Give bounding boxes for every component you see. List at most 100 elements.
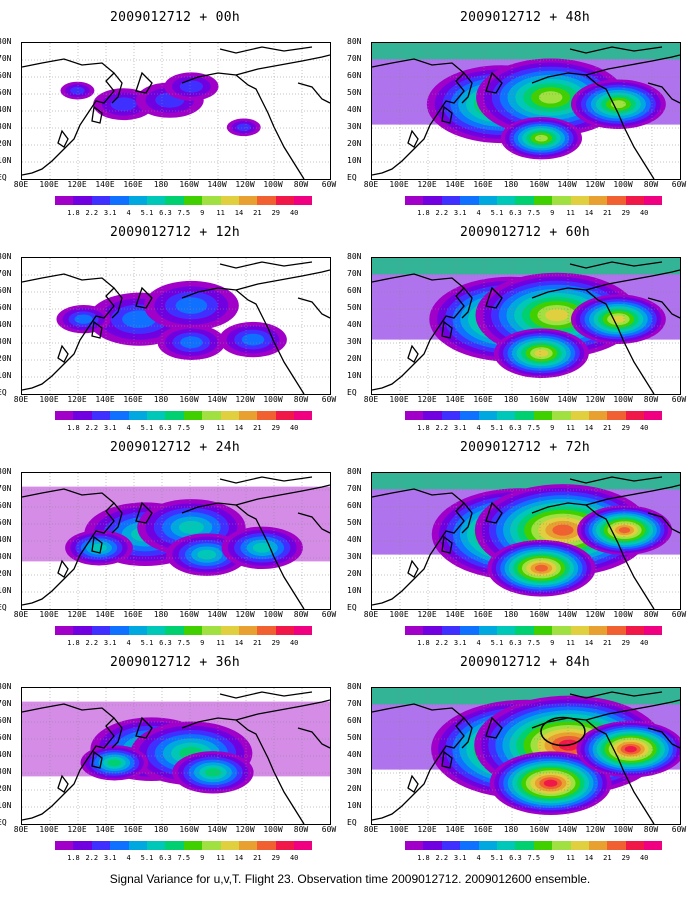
colorbar-label: 6.3: [509, 639, 522, 647]
coastline: [111, 502, 123, 534]
map-frame: [21, 687, 331, 825]
colorbar-swatch: [294, 196, 313, 205]
colorbar: [405, 841, 663, 850]
map-panel: 2009012712 + 12h 80N 70N 60N 50N 40N 30N 20N 10N…: [0, 215, 350, 437]
lon-label: 60W: [671, 395, 687, 404]
map-frame: [21, 42, 331, 180]
lon-label: 120W: [585, 180, 605, 189]
lon-label: 160E: [123, 825, 143, 834]
lon-label: 60W: [321, 395, 337, 404]
variance-map: [372, 43, 680, 179]
colorbar-label: 29: [271, 209, 281, 217]
colorbar-swatch: [552, 411, 571, 420]
colorbar-label: 21: [603, 854, 612, 862]
lat-label: EQ: [0, 388, 7, 397]
colorbar-label: 14: [584, 424, 594, 432]
lon-label: 120W: [235, 180, 255, 189]
lat-label: 10N: [0, 371, 12, 380]
lon-label: 140E: [445, 610, 465, 619]
lon-label: 140E: [445, 395, 465, 404]
colorbar-swatch: [110, 411, 129, 420]
lon-label: 140W: [207, 825, 227, 834]
lon-label: 160W: [529, 825, 549, 834]
figure-caption: Signal Variance for u,v,T. Flight 23. Ob…: [109, 872, 591, 886]
colorbar-swatch: [496, 196, 516, 205]
lon-label: 160E: [123, 610, 143, 619]
variance-contour: [618, 527, 631, 534]
map-panel: 2009012712 + 84h 80N 70N 60N 50N 40N 30N 20N 10N…: [347, 645, 700, 867]
colorbar-label: 21: [253, 209, 262, 217]
coastline: [461, 287, 473, 319]
colorbar-label: 14: [584, 209, 594, 217]
lon-label: 180: [153, 825, 169, 834]
colorbar-swatch: [294, 411, 313, 420]
colorbar-swatch: [238, 841, 258, 850]
colorbar-label: 11: [216, 854, 225, 862]
colorbar-label: 14: [584, 854, 594, 862]
colorbar-swatch: [55, 196, 74, 205]
coastline: [57, 559, 69, 578]
lat-label: 80N: [0, 682, 12, 691]
colorbar: [55, 411, 313, 420]
map-frame: [21, 257, 331, 395]
colorbar-label: 1.8: [417, 854, 430, 862]
panel-title: 2009012712 + 72h: [459, 440, 591, 455]
colorbar-swatch: [257, 841, 276, 850]
variance-contour: [236, 123, 252, 132]
coastline: [585, 484, 680, 506]
colorbar-label: 21: [603, 424, 612, 432]
lon-label: 120E: [417, 395, 437, 404]
lat-label: 40N: [347, 105, 362, 114]
colorbar-label: 4: [126, 854, 131, 862]
colorbar-swatch: [552, 196, 571, 205]
variance-contour: [241, 333, 265, 346]
colorbar-swatch: [625, 626, 645, 635]
colorbar-label: 3.1: [103, 424, 117, 432]
lon-label: 60W: [671, 825, 687, 834]
coastline: [372, 488, 465, 606]
variance-map: [22, 43, 330, 179]
colorbar: [55, 626, 313, 635]
lon-label: 140E: [95, 825, 115, 834]
colorbar-swatch: [202, 626, 221, 635]
colorbar-label: 3.1: [453, 854, 467, 862]
coastline: [531, 502, 655, 609]
variance-contour: [110, 97, 137, 112]
colorbar-label: 2.2: [435, 854, 449, 862]
coastline: [647, 512, 680, 534]
lon-label: 80W: [293, 825, 309, 834]
colorbar-label: 11: [216, 424, 225, 432]
variance-contour: [178, 520, 204, 534]
lon-label: 160W: [529, 395, 549, 404]
colorbar-swatch: [588, 841, 608, 850]
colorbar-swatch: [294, 841, 313, 850]
coastline: [181, 502, 305, 609]
colorbar-label: 5.1: [490, 209, 504, 217]
lat-label: 30N: [0, 337, 12, 346]
colorbar-swatch: [515, 841, 534, 850]
colorbar-label: 9: [200, 424, 205, 432]
colorbar-swatch: [110, 841, 129, 850]
lon-label: 120E: [417, 825, 437, 834]
lon-label: 180: [503, 610, 519, 619]
colorbar-label: 5.1: [140, 639, 154, 647]
colorbar-swatch: [460, 411, 479, 420]
coastline: [585, 699, 680, 721]
colorbar-swatch: [460, 626, 479, 635]
lat-label: 30N: [0, 552, 12, 561]
colorbar-label: 9: [550, 424, 555, 432]
panel-title: 2009012712 + 12h: [109, 225, 241, 240]
lon-label: 80W: [293, 395, 309, 404]
colorbar-swatch: [644, 841, 663, 850]
colorbar-label: 4: [126, 639, 131, 647]
lon-label: 100W: [263, 180, 283, 189]
lat-label: 80N: [0, 37, 12, 46]
colorbar-swatch: [165, 196, 184, 205]
lat-label: 80N: [0, 252, 12, 261]
colorbar-swatch: [55, 841, 74, 850]
colorbar-label: 3.1: [453, 424, 467, 432]
colorbar-swatch: [515, 196, 534, 205]
coastline: [111, 717, 123, 749]
colorbar-swatch: [478, 626, 497, 635]
colorbar-label: 7.5: [527, 639, 541, 647]
